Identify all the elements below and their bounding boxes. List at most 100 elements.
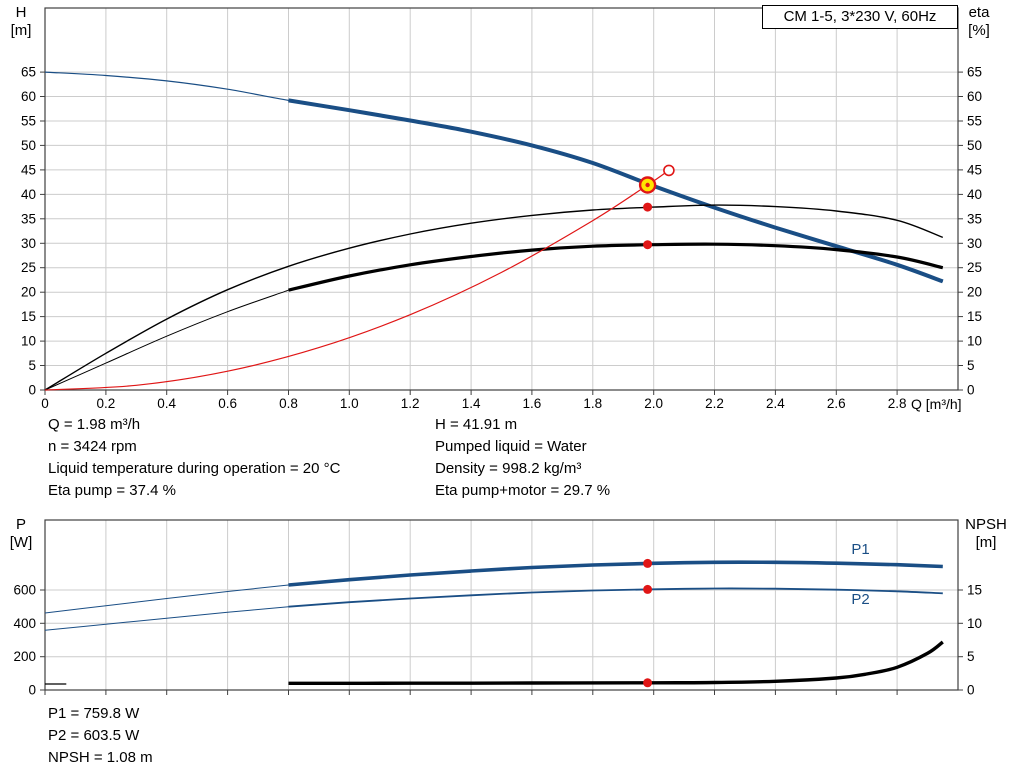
svg-text:200: 200 bbox=[13, 649, 36, 664]
svg-text:0: 0 bbox=[41, 396, 49, 411]
p1-text: P1 = 759.8 W bbox=[48, 705, 140, 722]
grid-lines bbox=[45, 8, 958, 390]
svg-text:35: 35 bbox=[21, 211, 36, 226]
svg-text:1.6: 1.6 bbox=[523, 396, 542, 411]
eta-axis-unit: [%] bbox=[968, 22, 990, 39]
svg-text:1.0: 1.0 bbox=[340, 396, 359, 411]
svg-text:30: 30 bbox=[967, 236, 982, 251]
svg-text:1.8: 1.8 bbox=[583, 396, 602, 411]
eta-pump-motor-point bbox=[643, 240, 653, 250]
svg-text:400: 400 bbox=[13, 616, 36, 631]
svg-text:25: 25 bbox=[21, 260, 36, 275]
svg-text:0.8: 0.8 bbox=[279, 396, 298, 411]
npsh-axis-unit: [m] bbox=[975, 534, 997, 551]
eta-pump-curve bbox=[44, 204, 944, 391]
svg-text:40: 40 bbox=[967, 187, 982, 202]
svg-text:60: 60 bbox=[21, 89, 36, 104]
svg-text:0: 0 bbox=[28, 383, 36, 398]
p2-lead bbox=[44, 606, 289, 631]
duty-info-right-column: H = 41.91 m Pumped liquid = Water Densit… bbox=[435, 414, 610, 502]
svg-text:20: 20 bbox=[967, 285, 982, 300]
npsh-point bbox=[643, 678, 653, 688]
plot-frame bbox=[44, 519, 959, 691]
pump-title-box: CM 1-5, 3*230 V, 60Hz bbox=[762, 5, 958, 29]
p1-lead bbox=[44, 584, 289, 614]
svg-text:20: 20 bbox=[21, 285, 36, 300]
eta-axis-title: eta [%] bbox=[956, 4, 1002, 40]
p1-point bbox=[643, 558, 653, 568]
p1-label: P1 bbox=[851, 541, 869, 558]
svg-text:1.2: 1.2 bbox=[401, 396, 420, 411]
svg-text:55: 55 bbox=[967, 114, 982, 129]
svg-text:60: 60 bbox=[967, 89, 982, 104]
svg-text:0.6: 0.6 bbox=[218, 396, 237, 411]
svg-text:2.6: 2.6 bbox=[827, 396, 846, 411]
head-axis-title: H [m] bbox=[0, 4, 42, 40]
svg-text:0.4: 0.4 bbox=[157, 396, 176, 411]
eta-axis-symbol: eta bbox=[968, 4, 990, 21]
eta-pump-text: Eta pump = 37.4 % bbox=[48, 482, 176, 499]
power-axis-title: P [W] bbox=[0, 516, 42, 552]
svg-text:2.2: 2.2 bbox=[705, 396, 724, 411]
svg-text:0: 0 bbox=[967, 383, 975, 398]
svg-text:5: 5 bbox=[967, 649, 975, 664]
speed-text: n = 3424 rpm bbox=[48, 438, 137, 455]
flow-axis-label: Q [m³/h] bbox=[911, 396, 962, 412]
svg-text:5: 5 bbox=[28, 358, 36, 373]
svg-text:50: 50 bbox=[967, 138, 982, 153]
svg-text:10: 10 bbox=[967, 334, 982, 349]
grid-lines bbox=[45, 520, 958, 690]
head-text: H = 41.91 m bbox=[435, 416, 518, 433]
svg-text:10: 10 bbox=[967, 616, 982, 631]
npsh-axis-symbol: NPSH bbox=[965, 516, 1007, 533]
eta-pump-motor-curve bbox=[288, 242, 944, 292]
power-info-column: P1 = 759.8 W P2 = 603.5 W NPSH = 1.08 m bbox=[48, 703, 153, 769]
svg-text:600: 600 bbox=[13, 583, 36, 598]
svg-text:5: 5 bbox=[967, 358, 975, 373]
power-npsh-chart: 0 200 400 600 0 5 10 15 P1 P2 bbox=[13, 519, 982, 698]
svg-text:15: 15 bbox=[21, 309, 36, 324]
svg-text:35: 35 bbox=[967, 211, 982, 226]
svg-text:2.8: 2.8 bbox=[888, 396, 907, 411]
eta-pump-point bbox=[643, 202, 653, 212]
svg-text:50: 50 bbox=[21, 138, 36, 153]
svg-text:2.0: 2.0 bbox=[644, 396, 663, 411]
svg-text:0: 0 bbox=[967, 683, 975, 698]
density-text: Density = 998.2 kg/m³ bbox=[435, 460, 582, 477]
axis-ticks: 0 5 10 15 20 25 30 35 40 45 50 55 60 65 0 5 10 15 20 25 30 35… bbox=[21, 65, 982, 411]
svg-text:40: 40 bbox=[21, 187, 36, 202]
p2-text: P2 = 603.5 W bbox=[48, 727, 140, 744]
liquid-temperature-text: Liquid temperature during operation = 20… bbox=[48, 460, 341, 477]
npsh-axis-title: NPSH [m] bbox=[956, 516, 1016, 552]
npsh-text: NPSH = 1.08 m bbox=[48, 749, 153, 766]
p2-curve bbox=[288, 587, 943, 608]
svg-text:15: 15 bbox=[967, 309, 982, 324]
max-curve-point bbox=[663, 164, 675, 177]
p2-label: P2 bbox=[851, 591, 869, 608]
head-eta-chart: 0 5 10 15 20 25 30 35 40 45 50 55 60 65 0 5 10 15 20 25 30 35… bbox=[21, 7, 982, 411]
power-axis-symbol: P bbox=[15, 516, 26, 533]
eta-pump-motor-lead bbox=[44, 289, 289, 391]
svg-text:15: 15 bbox=[967, 583, 982, 598]
svg-text:0: 0 bbox=[28, 683, 36, 698]
svg-text:1.4: 1.4 bbox=[462, 396, 481, 411]
axis-ticks: 0 200 400 600 0 5 10 15 bbox=[13, 583, 982, 698]
hq-curve-thin bbox=[44, 71, 944, 282]
svg-text:10: 10 bbox=[21, 334, 36, 349]
eta-pump-motor-text: Eta pump+motor = 29.7 % bbox=[435, 482, 611, 499]
svg-text:0.2: 0.2 bbox=[97, 396, 116, 411]
system-resistance-curve bbox=[44, 171, 667, 391]
npsh-curve bbox=[288, 640, 944, 685]
svg-text:30: 30 bbox=[21, 236, 36, 251]
p1-curve bbox=[288, 560, 943, 587]
power-axis-unit: [W] bbox=[9, 534, 33, 551]
plot-frame bbox=[44, 7, 959, 391]
head-axis-symbol: H bbox=[15, 4, 27, 21]
svg-text:2.4: 2.4 bbox=[766, 396, 785, 411]
svg-text:65: 65 bbox=[967, 65, 982, 80]
svg-text:55: 55 bbox=[21, 114, 36, 129]
pumped-liquid-text: Pumped liquid = Water bbox=[435, 438, 587, 455]
duty-info-left-column: Q = 1.98 m³/h n = 3424 rpm Liquid temper… bbox=[48, 414, 340, 502]
